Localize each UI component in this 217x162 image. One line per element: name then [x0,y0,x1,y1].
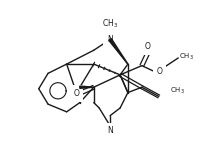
Text: CH$_3$: CH$_3$ [179,51,194,62]
Text: O: O [145,42,151,51]
Text: O: O [156,67,163,76]
Text: N: N [107,35,113,44]
Polygon shape [80,86,94,88]
Text: CH$_3$: CH$_3$ [102,18,118,30]
Text: O: O [73,89,79,98]
Polygon shape [109,39,128,64]
Text: CH$_3$: CH$_3$ [170,86,185,96]
Text: N: N [107,127,113,135]
